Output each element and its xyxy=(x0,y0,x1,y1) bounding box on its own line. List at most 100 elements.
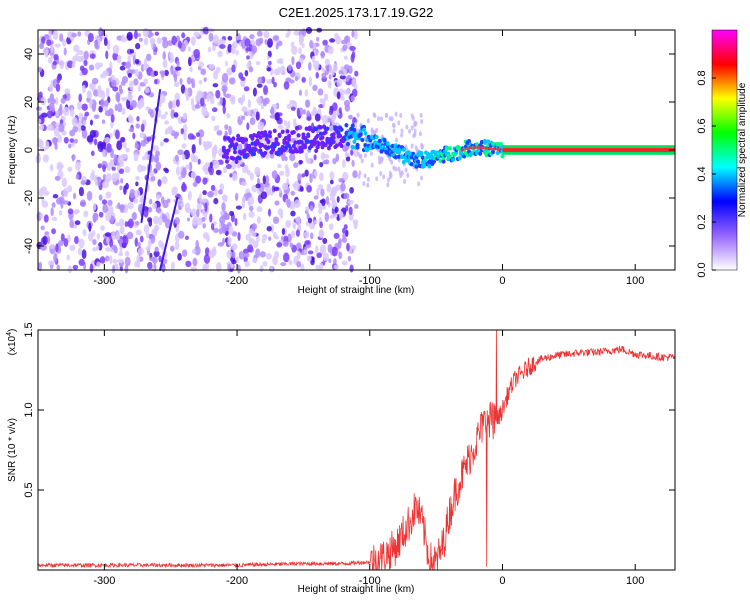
noise-speck xyxy=(59,33,64,42)
noise-speck xyxy=(109,159,114,167)
noise-speck xyxy=(198,61,205,68)
noise-speck xyxy=(71,116,78,127)
ridge-point xyxy=(272,128,277,134)
noise-speck xyxy=(146,136,152,142)
noise-speck xyxy=(192,181,198,187)
ridge-point xyxy=(291,129,296,135)
ridge-point xyxy=(244,137,249,142)
noise-speck xyxy=(102,204,109,214)
noise-speck xyxy=(71,61,76,69)
ridge-point xyxy=(293,140,298,145)
noise-speck xyxy=(115,231,121,241)
noise-speck xyxy=(318,206,323,215)
noise-speck xyxy=(246,122,250,131)
noise-speck xyxy=(268,236,272,241)
x-tick-label: -100 xyxy=(359,275,381,287)
noise-speck xyxy=(263,30,270,39)
noise-speck xyxy=(47,57,53,64)
noise-speck xyxy=(405,124,409,130)
noise-speck xyxy=(94,39,99,49)
noise-speck xyxy=(63,187,69,198)
noise-speck xyxy=(212,83,219,88)
noise-speck xyxy=(99,256,106,264)
noise-speck xyxy=(295,61,302,70)
noise-speck xyxy=(200,198,208,203)
ridge-point xyxy=(232,146,237,151)
noise-speck xyxy=(155,150,160,157)
ridge-point xyxy=(490,141,495,146)
noise-speck xyxy=(342,171,349,182)
noise-speck xyxy=(60,233,65,242)
noise-speck xyxy=(299,36,303,46)
noise-speck xyxy=(208,32,214,42)
noise-speck xyxy=(340,182,346,192)
ridge-point xyxy=(390,143,395,149)
noise-speck xyxy=(43,46,50,56)
noise-speck xyxy=(370,127,374,133)
noise-speck xyxy=(408,128,412,134)
ridge-point xyxy=(314,126,319,132)
ridge-peak xyxy=(492,147,497,151)
noise-speck xyxy=(77,50,84,56)
noise-speck xyxy=(274,200,280,206)
noise-speck xyxy=(115,222,120,227)
colorbar-ticks: 0.0 0.2 0.4 0.6 0.8 xyxy=(696,70,716,278)
noise-speck xyxy=(57,134,62,143)
noise-speck xyxy=(343,192,350,200)
noise-speck xyxy=(357,173,361,179)
noise-speck xyxy=(391,122,395,128)
x-tick-label: 0 xyxy=(499,575,505,587)
noise-speck xyxy=(119,185,123,191)
noise-speck xyxy=(118,84,123,93)
noise-speck xyxy=(289,79,295,84)
noise-speck xyxy=(287,64,292,71)
noise-speck xyxy=(229,173,233,178)
y-tick-label: 0.5 xyxy=(23,482,35,497)
noise-speck xyxy=(255,61,261,66)
noise-speck xyxy=(277,124,284,130)
noise-speck xyxy=(87,32,94,43)
noise-speck xyxy=(342,227,346,234)
ridge-point xyxy=(331,132,336,137)
noise-speck xyxy=(246,55,250,60)
snr-line xyxy=(37,329,675,571)
noise-speck xyxy=(48,260,55,266)
noise-speck xyxy=(153,51,158,56)
noise-speck xyxy=(410,125,414,131)
noise-speck xyxy=(213,144,218,154)
noise-speck xyxy=(118,252,124,257)
noise-speck xyxy=(350,95,355,102)
ridge-point xyxy=(266,145,271,150)
ridge-point xyxy=(326,145,331,151)
noise-speck xyxy=(290,230,295,239)
ridge-point xyxy=(317,141,322,147)
noise-speck xyxy=(277,66,281,76)
noise-speck xyxy=(82,120,87,126)
noise-speck xyxy=(117,102,123,113)
noise-speck xyxy=(160,114,167,120)
noise-speck xyxy=(301,43,305,48)
noise-speck xyxy=(308,76,313,87)
noise-speck xyxy=(120,177,124,184)
noise-speck xyxy=(379,116,383,122)
noise-speck xyxy=(219,210,225,216)
noise-speck xyxy=(48,244,55,249)
noise-speck xyxy=(219,39,226,45)
noise-speck xyxy=(46,110,53,119)
noise-speck xyxy=(207,46,212,53)
noise-speck xyxy=(343,64,350,70)
noise-speck xyxy=(69,108,75,118)
noise-speck xyxy=(290,106,296,111)
noise-speck xyxy=(170,245,175,252)
noise-speck xyxy=(394,137,398,143)
noise-speck xyxy=(120,96,128,102)
noise-speck xyxy=(224,93,232,99)
noise-speck xyxy=(227,35,233,41)
noise-speck xyxy=(256,216,261,224)
noise-speck xyxy=(327,45,334,55)
noise-speck xyxy=(242,93,246,103)
noise-speck xyxy=(102,148,106,158)
noise-speck xyxy=(348,114,353,120)
